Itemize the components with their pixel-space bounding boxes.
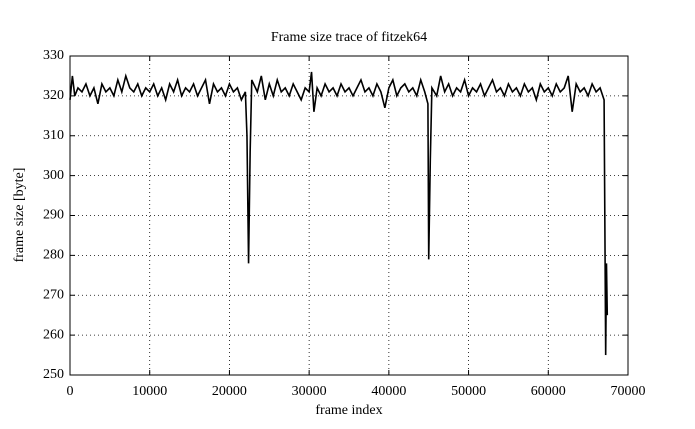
y-tick-label: 290 (43, 208, 64, 223)
y-tick-label: 270 (43, 287, 64, 302)
x-tick-label: 30000 (292, 384, 327, 399)
x-tick-label: 40000 (371, 384, 406, 399)
y-tick-label: 330 (43, 48, 64, 63)
x-tick-label: 70000 (611, 384, 646, 399)
y-tick-label: 320 (43, 88, 64, 103)
x-tick-label: 60000 (531, 384, 566, 399)
x-tick-label: 50000 (451, 384, 486, 399)
y-tick-label: 250 (43, 367, 64, 382)
y-axis-label: frame size [byte] (12, 168, 27, 263)
y-tick-label: 280 (43, 248, 64, 263)
y-tick-label: 300 (43, 168, 64, 183)
x-axis-label: frame index (315, 403, 382, 418)
chart-title: Frame size trace of fitzek64 (271, 30, 427, 45)
plot-frame (69, 55, 629, 376)
data-line (69, 71, 609, 356)
x-tick-label: 20000 (212, 384, 247, 399)
y-tick-label: 310 (43, 128, 64, 143)
y-tick-label: 260 (43, 327, 64, 342)
x-tick-label: 0 (67, 384, 74, 399)
x-tick-label: 10000 (132, 384, 167, 399)
